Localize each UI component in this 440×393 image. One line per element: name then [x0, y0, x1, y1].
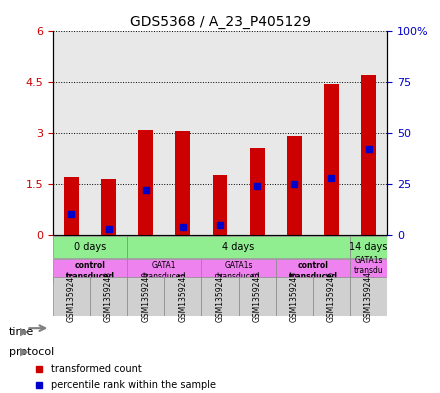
FancyBboxPatch shape [127, 277, 164, 316]
FancyBboxPatch shape [202, 277, 238, 316]
FancyBboxPatch shape [164, 277, 202, 316]
Bar [287, 136, 302, 235]
Text: GATA1s
transdu
ced: GATA1s transdu ced [354, 256, 384, 286]
FancyBboxPatch shape [202, 259, 276, 283]
Bar [64, 177, 79, 235]
Text: time: time [9, 327, 34, 337]
Text: 4 days: 4 days [223, 242, 255, 252]
Bar [138, 130, 153, 235]
Bar [361, 75, 376, 235]
FancyBboxPatch shape [90, 277, 127, 316]
Text: GSM1359244: GSM1359244 [364, 271, 373, 322]
FancyBboxPatch shape [53, 236, 127, 258]
Text: control
transduced: control transduced [66, 261, 114, 281]
FancyBboxPatch shape [53, 277, 90, 316]
Text: GATA1s
transduced: GATA1s transduced [217, 261, 260, 281]
FancyBboxPatch shape [127, 236, 350, 258]
Bar [324, 84, 339, 235]
FancyBboxPatch shape [53, 259, 127, 283]
Text: GSM1359247: GSM1359247 [67, 271, 76, 322]
Text: GSM1359248: GSM1359248 [104, 271, 113, 322]
Text: control
transduced: control transduced [288, 261, 337, 281]
FancyBboxPatch shape [350, 259, 387, 283]
Bar [176, 131, 190, 235]
FancyBboxPatch shape [313, 277, 350, 316]
FancyBboxPatch shape [350, 277, 387, 316]
FancyBboxPatch shape [127, 259, 202, 283]
Text: GSM1359243: GSM1359243 [253, 271, 262, 322]
FancyBboxPatch shape [276, 259, 350, 283]
Bar [250, 148, 264, 235]
Text: 0 days: 0 days [74, 242, 106, 252]
Bar [101, 179, 116, 235]
Text: ▶: ▶ [20, 327, 29, 337]
FancyBboxPatch shape [238, 277, 276, 316]
Text: 14 days: 14 days [349, 242, 388, 252]
Text: GSM1359246: GSM1359246 [327, 271, 336, 322]
Bar [213, 175, 227, 235]
FancyBboxPatch shape [350, 236, 387, 258]
Text: GSM1359242: GSM1359242 [216, 271, 224, 322]
Text: GSM1359245: GSM1359245 [290, 271, 299, 322]
FancyBboxPatch shape [276, 277, 313, 316]
Text: ▶: ▶ [20, 347, 29, 357]
Text: GATA1
transduced: GATA1 transduced [143, 261, 186, 281]
Title: GDS5368 / A_23_P405129: GDS5368 / A_23_P405129 [129, 15, 311, 29]
Text: GSM1359240: GSM1359240 [141, 271, 150, 322]
Text: transformed count: transformed count [51, 364, 142, 375]
Text: protocol: protocol [9, 347, 54, 357]
Text: GSM1359241: GSM1359241 [178, 271, 187, 322]
Text: percentile rank within the sample: percentile rank within the sample [51, 380, 216, 390]
